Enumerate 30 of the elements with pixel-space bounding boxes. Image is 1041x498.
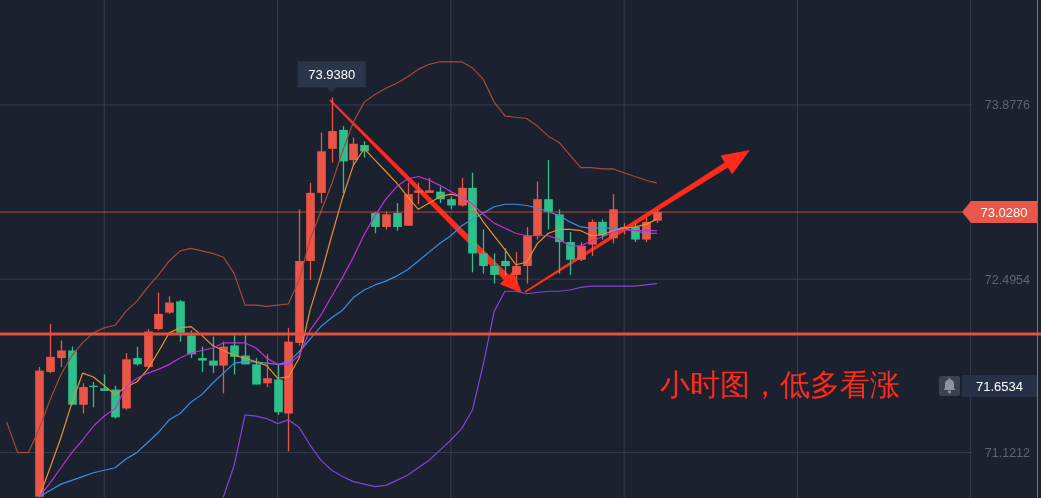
candlestick [479, 228, 488, 275]
candlestick [349, 136, 358, 166]
candlestick [198, 346, 207, 373]
y-tick-label: 71.1212 [984, 445, 1031, 460]
candlestick [209, 335, 218, 374]
annotation: 73.9380 [308, 67, 356, 83]
annotation: 小时图，低多看涨 [660, 367, 900, 402]
text: 71.6534 [976, 378, 1023, 394]
candlestick [512, 251, 521, 285]
candlestick [393, 202, 402, 232]
candlestick [133, 346, 142, 367]
ref-line-label: 73.0280 [980, 204, 1028, 220]
candlestick [263, 353, 272, 388]
candlestick [501, 247, 510, 277]
y-tick-label: 72.4954 [984, 272, 1031, 287]
candlestick [57, 339, 66, 368]
candlestick [230, 334, 239, 376]
candlestick [154, 291, 163, 331]
line-series [222, 283, 658, 498]
candlestick [414, 182, 423, 205]
candlestick [252, 357, 261, 386]
candlestick [544, 159, 553, 231]
candlestick [79, 382, 88, 415]
candlestick [328, 96, 337, 164]
candlestick [577, 241, 586, 262]
candlestick [490, 252, 499, 285]
line-series [6, 61, 658, 454]
candlestick [458, 177, 467, 208]
candlestick [566, 231, 575, 276]
y-tick-label: 73.8776 [984, 98, 1031, 113]
